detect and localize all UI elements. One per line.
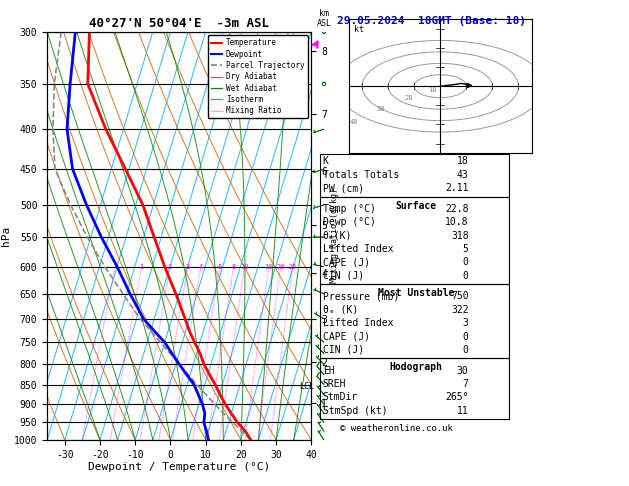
Text: StmDir: StmDir — [323, 392, 358, 402]
Text: kt: kt — [354, 25, 364, 34]
Text: 0: 0 — [463, 345, 469, 355]
Text: 11: 11 — [457, 406, 469, 416]
Text: Lifted Index: Lifted Index — [323, 244, 393, 254]
Text: 3: 3 — [186, 263, 190, 270]
Text: EH: EH — [323, 365, 335, 376]
Text: Hodograph: Hodograph — [389, 363, 443, 372]
Text: 2.11: 2.11 — [445, 183, 469, 193]
Text: 10: 10 — [428, 87, 437, 93]
Text: 25: 25 — [289, 263, 297, 270]
Text: 318: 318 — [451, 231, 469, 241]
Text: 750: 750 — [451, 292, 469, 301]
Text: Most Unstable: Most Unstable — [378, 288, 454, 298]
Text: CIN (J): CIN (J) — [323, 345, 364, 355]
Legend: Temperature, Dewpoint, Parcel Trajectory, Dry Adiabat, Wet Adiabat, Isotherm, Mi: Temperature, Dewpoint, Parcel Trajectory… — [208, 35, 308, 118]
Text: 8: 8 — [231, 263, 236, 270]
Text: 10: 10 — [240, 263, 249, 270]
Text: 18: 18 — [457, 156, 469, 167]
Text: © weatheronline.co.uk: © weatheronline.co.uk — [340, 424, 453, 433]
Text: 6: 6 — [218, 263, 222, 270]
Text: 0: 0 — [463, 331, 469, 342]
Text: 30: 30 — [457, 365, 469, 376]
Text: PW (cm): PW (cm) — [323, 183, 364, 193]
Text: 322: 322 — [451, 305, 469, 315]
Text: SREH: SREH — [323, 379, 346, 389]
Text: km
ASL: km ASL — [316, 9, 331, 28]
Text: 5: 5 — [463, 244, 469, 254]
Y-axis label: hPa: hPa — [1, 226, 11, 246]
Text: Dewp (°C): Dewp (°C) — [323, 217, 376, 227]
Text: 43: 43 — [457, 170, 469, 180]
Text: 4: 4 — [199, 263, 203, 270]
Text: 7: 7 — [463, 379, 469, 389]
Text: 16: 16 — [265, 263, 273, 270]
Text: StmSpd (kt): StmSpd (kt) — [323, 406, 387, 416]
Text: θₑ(K): θₑ(K) — [323, 231, 352, 241]
Text: 265°: 265° — [445, 392, 469, 402]
Text: 20: 20 — [405, 95, 413, 101]
Text: Pressure (mb): Pressure (mb) — [323, 292, 399, 301]
Text: 3: 3 — [463, 318, 469, 328]
Text: 29.05.2024  18GMT (Base: 18): 29.05.2024 18GMT (Base: 18) — [337, 16, 525, 26]
Text: 2: 2 — [168, 263, 172, 270]
Text: Surface: Surface — [396, 201, 437, 210]
X-axis label: Dewpoint / Temperature (°C): Dewpoint / Temperature (°C) — [88, 462, 270, 472]
Text: LCL: LCL — [299, 382, 314, 391]
Text: 10.8: 10.8 — [445, 217, 469, 227]
Text: CAPE (J): CAPE (J) — [323, 331, 370, 342]
Text: 30: 30 — [376, 106, 384, 112]
Text: K: K — [323, 156, 328, 167]
Text: CAPE (J): CAPE (J) — [323, 258, 370, 267]
Text: 22.8: 22.8 — [445, 204, 469, 214]
Text: Lifted Index: Lifted Index — [323, 318, 393, 328]
Text: 0: 0 — [463, 271, 469, 281]
Text: 1: 1 — [140, 263, 143, 270]
Text: Mixing Ratio (g/kg): Mixing Ratio (g/kg) — [330, 188, 339, 283]
Text: Temp (°C): Temp (°C) — [323, 204, 376, 214]
Title: 40°27'N 50°04'E  -3m ASL: 40°27'N 50°04'E -3m ASL — [89, 17, 269, 31]
Text: 20: 20 — [276, 263, 285, 270]
Text: CIN (J): CIN (J) — [323, 271, 364, 281]
Text: 0: 0 — [463, 258, 469, 267]
Text: 40: 40 — [350, 120, 359, 125]
Text: Totals Totals: Totals Totals — [323, 170, 399, 180]
Text: θₑ (K): θₑ (K) — [323, 305, 358, 315]
